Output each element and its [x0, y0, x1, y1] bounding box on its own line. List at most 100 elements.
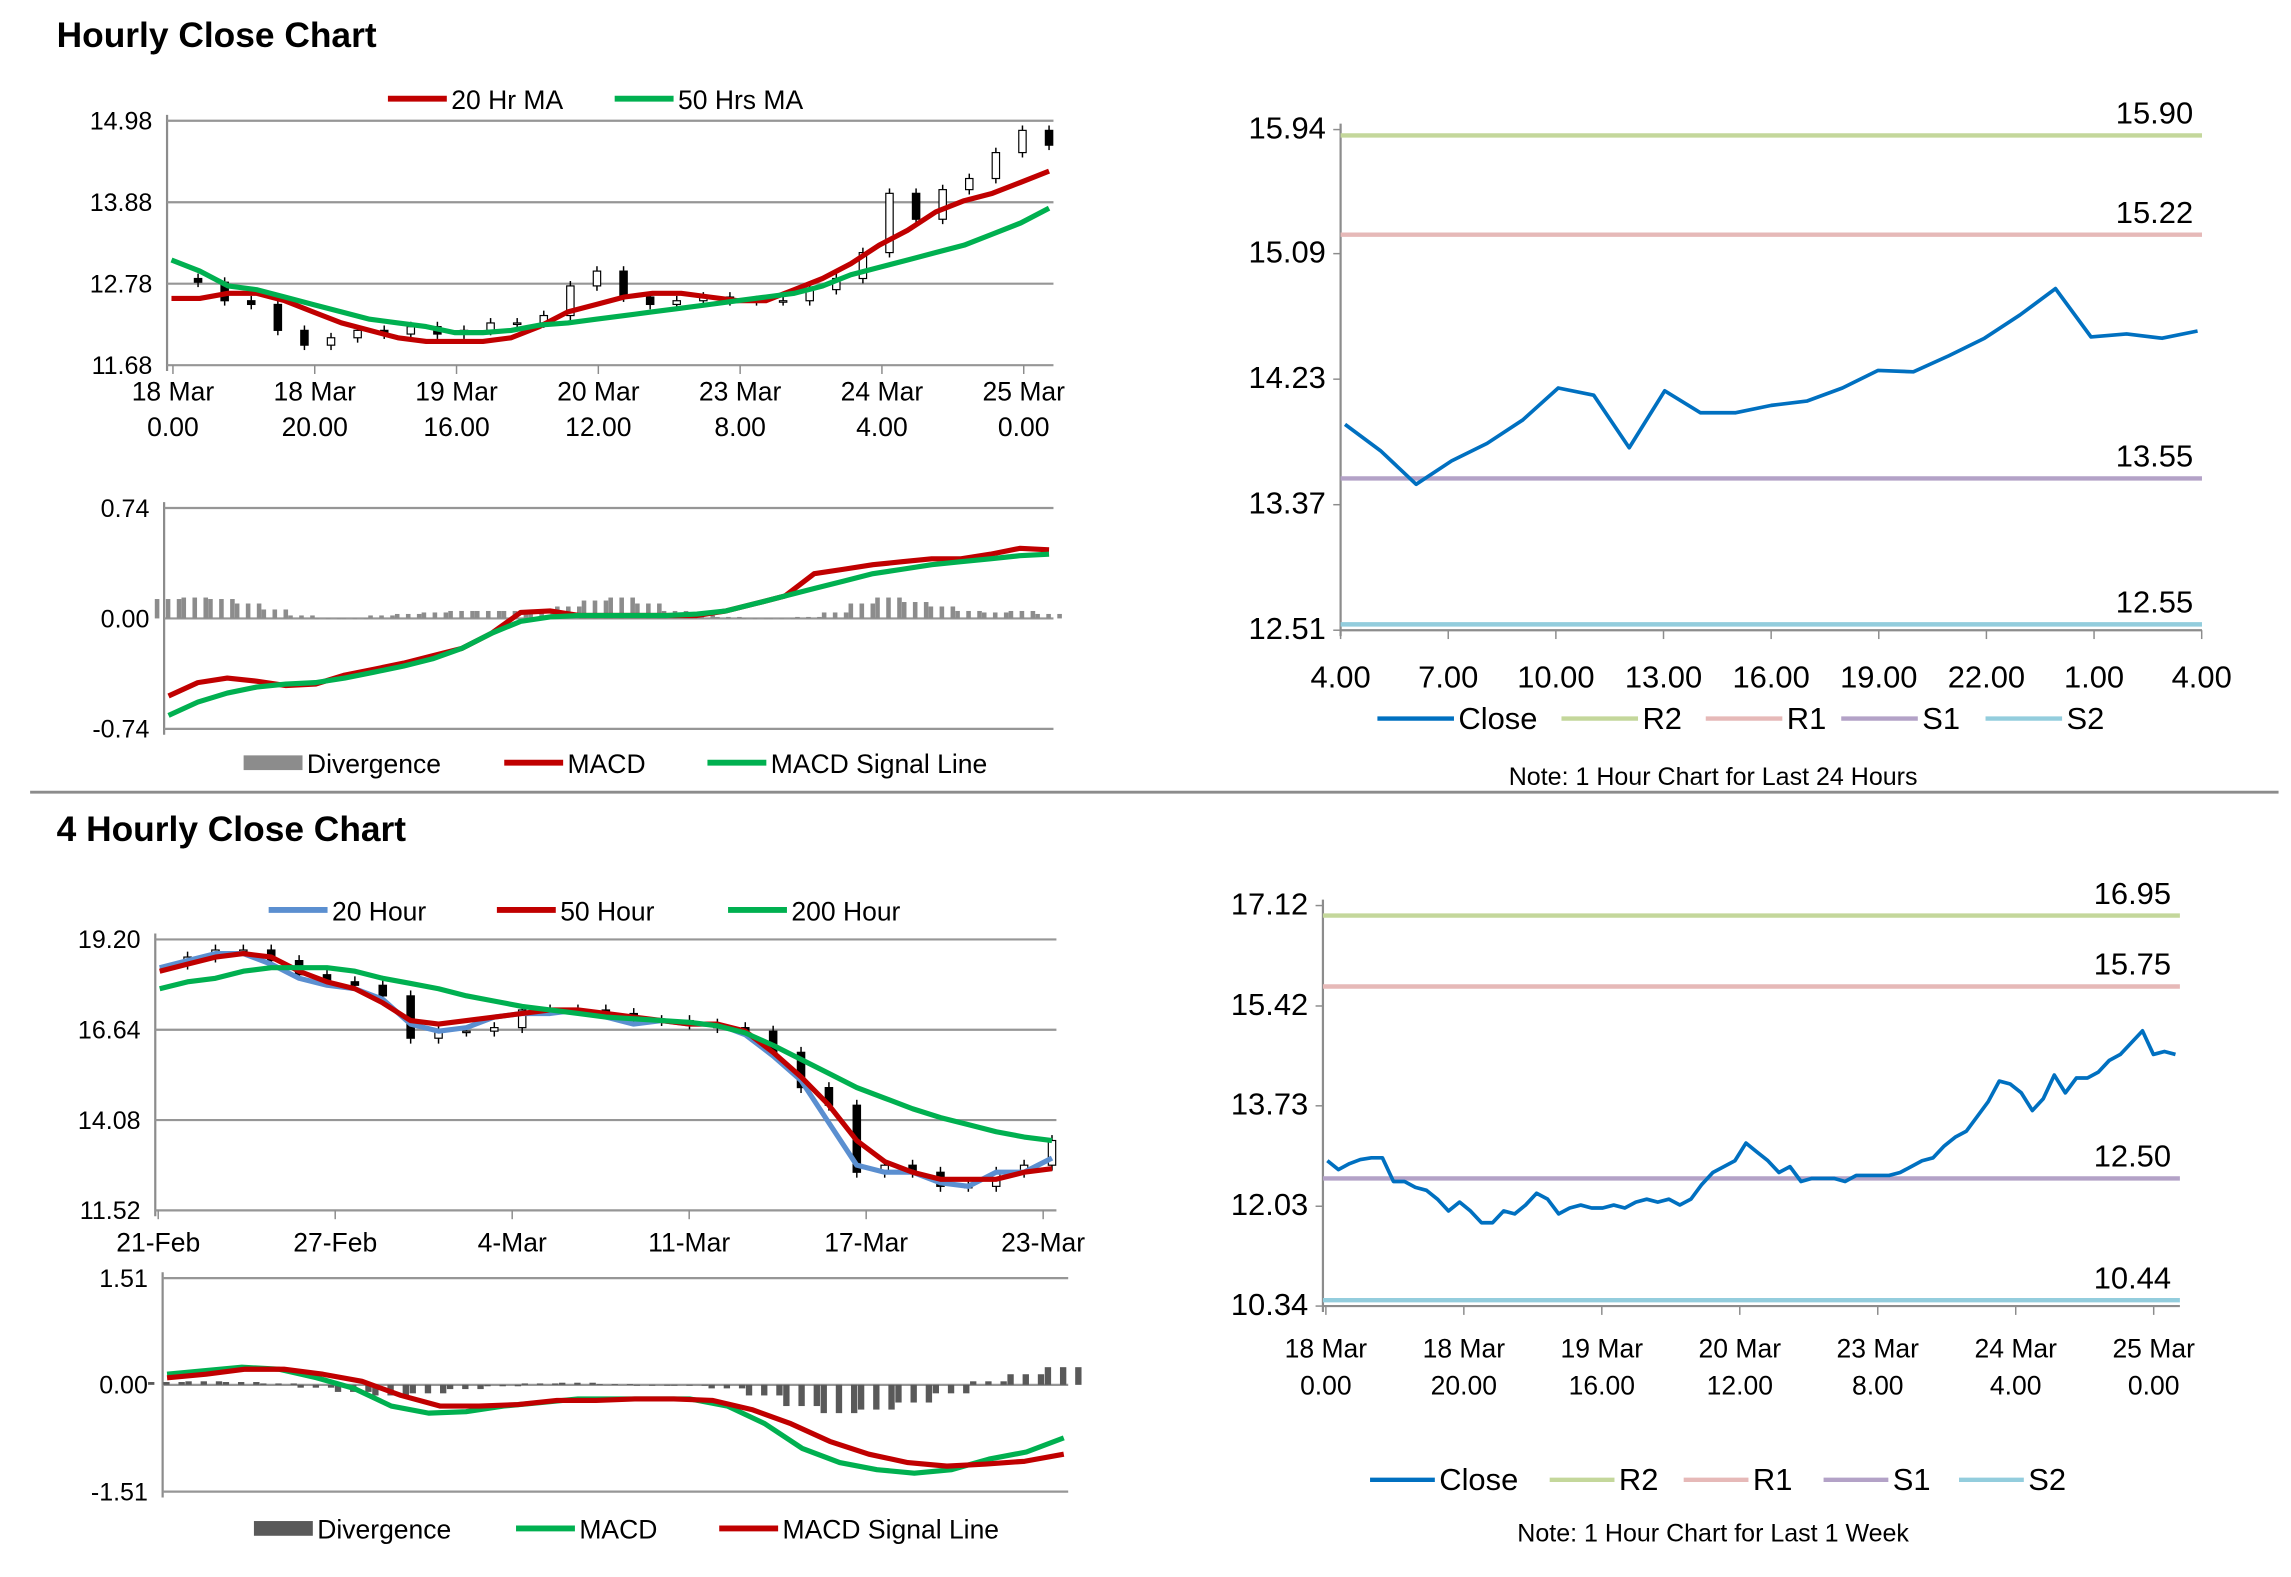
level-label-s2: 12.55: [2116, 585, 2193, 620]
divergence-bar: [710, 615, 715, 619]
divergence-bar: [723, 1384, 731, 1389]
candle-body: [1044, 129, 1054, 146]
divergence-bar: [288, 615, 293, 619]
divergence-bar: [260, 1383, 267, 1385]
divergence-bar: [312, 1384, 320, 1388]
x-tick-label: 22.00: [1948, 660, 2025, 695]
legend-item: MACD: [516, 1515, 657, 1545]
divergence-bar: [925, 1384, 933, 1403]
divergence-bar: [219, 599, 224, 619]
divergence-bar: [897, 597, 902, 619]
divergence-bar: [314, 618, 320, 620]
candle-body: [353, 329, 362, 339]
divergence-bar: [832, 612, 838, 619]
legend-label: S2: [2028, 1462, 2066, 1497]
chart-C: 15.94 15.09 14.23 13.37 12.51 15.90 15.22 13.55…: [1249, 96, 2232, 791]
divergence-bar: [1059, 1367, 1067, 1385]
y-tick-label: 12.51: [1249, 611, 1326, 646]
candle-body: [796, 1051, 806, 1089]
legend-item: R2: [1561, 701, 1682, 736]
divergence-bar: [581, 600, 587, 619]
divergence-bar: [596, 1384, 603, 1385]
divergence-bar: [499, 1384, 506, 1387]
divergence-bar: [648, 1384, 656, 1386]
x-tick-label: 0.00: [147, 412, 199, 442]
x-tick-label: 4.00: [1311, 660, 1371, 695]
series-line-macd-signal-line: [166, 1366, 1065, 1469]
legend-label: MACD Signal Line: [771, 749, 988, 779]
legend-label: Divergence: [307, 749, 441, 779]
divergence-bar: [514, 1384, 522, 1387]
legend-item: S1: [1823, 1462, 1931, 1497]
y-tick-label: 17.12: [1231, 886, 1308, 921]
divergence-bar: [222, 1382, 230, 1385]
divergence-bar: [496, 610, 502, 619]
divergence-bar: [181, 597, 187, 619]
legend-label: R1: [1753, 1462, 1793, 1497]
candle-body: [858, 251, 868, 280]
x-tick-label: 21-Feb: [116, 1228, 200, 1258]
candle-body: [406, 326, 416, 335]
x-tick-label: 19.00: [1840, 660, 1917, 695]
x-tick-label: 20.00: [282, 412, 348, 442]
series-line-50-hour: [159, 950, 1053, 1182]
y-tick-label: 16.64: [78, 1017, 141, 1045]
divergence-bar: [985, 1381, 992, 1385]
candle-body: [645, 296, 655, 306]
legend-item: S2: [1985, 701, 2104, 736]
x-tick-label: 16.00: [1732, 660, 1809, 695]
series-line-close: [1326, 1029, 2176, 1225]
x-tick-label: 18 Mar: [1423, 1334, 1506, 1364]
legend-item: Divergence: [243, 749, 441, 779]
candle-body: [350, 981, 360, 986]
candle-body: [619, 270, 628, 298]
divergence-bar: [901, 602, 907, 619]
level-label-r2: 16.95: [2094, 876, 2171, 911]
divergence-bar: [715, 616, 720, 619]
divergence-bar: [237, 1382, 245, 1385]
y-tick-label: 11.52: [80, 1197, 141, 1225]
divergence-bar: [912, 602, 918, 619]
series-line-macd: [166, 1364, 1065, 1476]
divergence-bar: [888, 1384, 895, 1410]
divergence-bar: [981, 612, 987, 619]
divergence-bar: [176, 599, 182, 619]
divergence-bar: [234, 603, 240, 619]
divergence-bar: [536, 1383, 544, 1385]
divergence-bar: [379, 615, 384, 619]
divergence-bar: [821, 612, 827, 619]
candle-body: [991, 152, 1001, 180]
x-tick-label: 20 Mar: [557, 377, 640, 407]
divergence-bar: [875, 597, 880, 619]
y-tick-label: 12.03: [1231, 1187, 1308, 1222]
x-tick-label: 19 Mar: [415, 377, 498, 407]
y-tick-label: 13.73: [1231, 1087, 1308, 1122]
divergence-bar: [664, 1384, 671, 1386]
divergence-bar: [783, 1384, 790, 1407]
candle-body: [512, 322, 522, 326]
x-tick-label: 4.00: [1990, 1370, 2042, 1400]
divergence-bar: [394, 613, 400, 619]
candle-body: [592, 270, 602, 287]
divergence-bar: [230, 599, 235, 619]
chart-F: 17.12 15.42 13.73 12.03 10.34 16.95 15.75 12.50…: [1231, 876, 2195, 1548]
legend-label: S1: [1922, 701, 1960, 736]
y-tick-label: -0.74: [92, 716, 149, 744]
divergence-bar: [873, 1384, 880, 1410]
divergence-bar: [1046, 613, 1051, 619]
legend-label: MACD Signal Line: [783, 1515, 1000, 1545]
y-tick-label: 14.23: [1249, 360, 1326, 395]
level-label-s1: 13.55: [2116, 439, 2193, 474]
series-line-20-hr-ma: [171, 168, 1051, 345]
legend-swatch: [243, 755, 303, 771]
divergence-bar: [272, 609, 278, 619]
candle-body: [672, 300, 682, 306]
divergence-bar: [341, 618, 347, 620]
divergence-bar: [148, 1382, 155, 1385]
divergence-bar: [550, 609, 555, 619]
candle-body: [1018, 129, 1027, 154]
y-tick-label: 19.20: [78, 926, 141, 954]
x-tick-label: 4.00: [2172, 660, 2232, 695]
divergence-bar: [851, 1384, 858, 1414]
x-tick-label: 23 Mar: [699, 377, 782, 407]
